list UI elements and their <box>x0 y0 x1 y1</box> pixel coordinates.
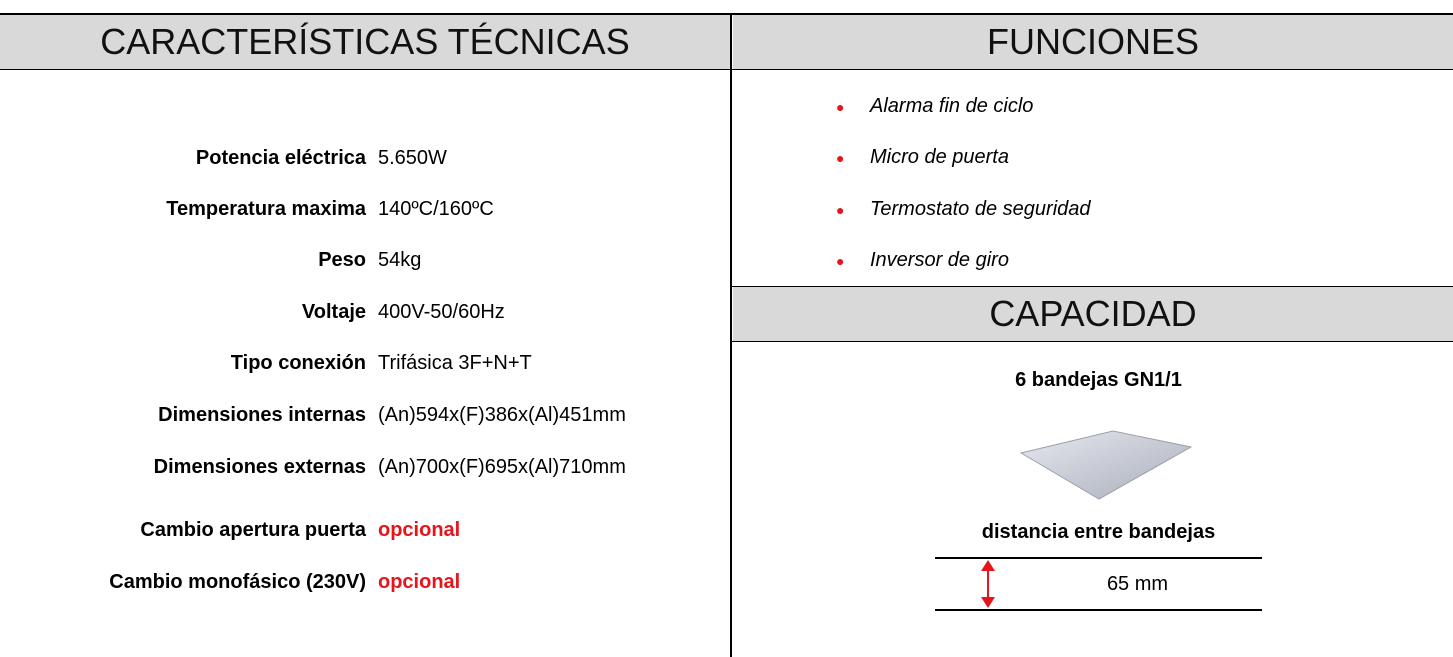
function-text: Micro de puerta <box>870 146 1009 169</box>
spec-row: Dimensiones internas (An)594x(F)386x(Al)4… <box>0 400 730 430</box>
spec-label: Dimensiones externas <box>153 456 366 478</box>
top-rule <box>0 13 1453 15</box>
spec-label: Voltaje <box>301 301 366 323</box>
spec-label: Tipo conexión <box>230 352 366 374</box>
distance-rule-top <box>935 557 1262 559</box>
function-item: ● Alarma fin de ciclo <box>836 91 1033 122</box>
functions-title: FUNCIONES <box>733 15 1453 69</box>
spec-label: Cambio apertura puerta <box>140 519 366 541</box>
spec-label: Peso <box>318 249 366 271</box>
spec-label: Dimensiones internas <box>158 404 366 426</box>
spec-row: Peso 54kg <box>0 245 730 275</box>
spec-value: Trifásica 3F+N+T <box>378 352 532 374</box>
bullet: ● <box>836 99 845 115</box>
header-rule <box>0 69 1453 70</box>
spec-label: Cambio monofásico (230V) <box>109 571 366 593</box>
spec-row: Potencia eléctrica 5.650W <box>0 143 730 173</box>
capacity-rule-bottom <box>732 341 1453 342</box>
spec-value: opcional <box>378 571 461 593</box>
spec-value: (An)700x(F)695x(Al)710mm <box>378 456 626 478</box>
trays: 6 bandejas GN1/1 <box>1015 369 1182 391</box>
function-text: Alarma fin de ciclo <box>870 95 1034 117</box>
spec-row: Cambio monofásico (230V) opcional <box>0 567 730 597</box>
spec-value: 140ºC/160ºC <box>378 198 494 220</box>
spec-row: Voltaje 400V-50/60Hz <box>0 297 730 327</box>
spec-value: 5.650W <box>378 147 447 169</box>
distance: 65 mm <box>1106 573 1169 595</box>
spec-row: Cambio apertura puerta opcional <box>0 515 730 545</box>
capacity-rule-top <box>732 286 1453 287</box>
bullet: ● <box>836 201 845 218</box>
distance-rule-bottom <box>935 609 1262 611</box>
spec-value: opcional <box>378 519 461 541</box>
capacity-title: CAPACIDAD <box>733 287 1453 341</box>
spec-label: Potencia eléctrica <box>195 147 366 169</box>
spec-label: Temperatura maxima <box>166 198 366 220</box>
function-item: ● Micro de puerta <box>836 142 1009 173</box>
bullet: ● <box>836 252 845 269</box>
distance-label: distancia entre bandejas <box>981 521 1216 543</box>
spec-value: (An)594x(F)386x(Al)451mm <box>378 404 626 426</box>
specs-title: CARACTERÍSTICAS TÉCNICAS <box>0 15 730 69</box>
function-text: Termostato de seguridad <box>870 197 1091 220</box>
bullet: ● <box>836 150 845 167</box>
distance-arrow <box>981 560 995 608</box>
spec-value: 400V-50/60Hz <box>378 301 505 323</box>
spec-row: Dimensiones externas (An)700x(F)695x(Al)7… <box>0 452 730 482</box>
spec-row: Tipo conexión Trifásica 3F+N+T <box>0 348 730 378</box>
tray-image <box>1019 430 1193 500</box>
divider <box>730 13 732 657</box>
function-item: ● Termostato de seguridad <box>836 194 1091 225</box>
spec-value: 54kg <box>378 249 422 271</box>
function-text: Inversor de giro <box>870 248 1009 271</box>
spec-row: Temperatura maxima 140ºC/160ºC <box>0 194 730 224</box>
function-item: ● Inversor de giro <box>836 245 1009 276</box>
